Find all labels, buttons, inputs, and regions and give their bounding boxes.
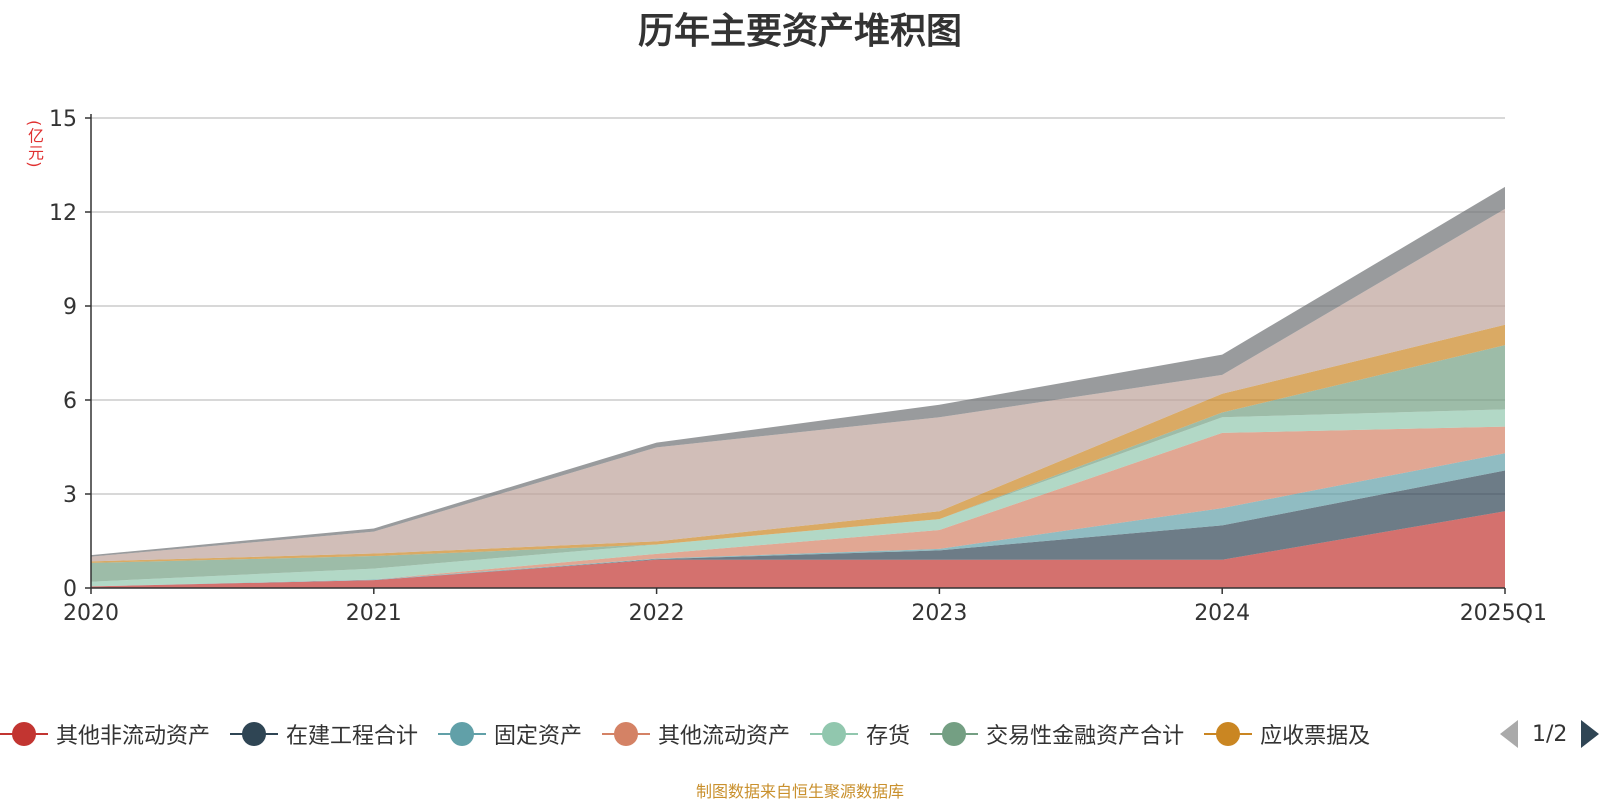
legend-item-5[interactable]: 交易性金融资产合计: [930, 718, 1184, 750]
legend-label: 其他流动资产: [658, 724, 791, 749]
area-series-0[interactable]: [91, 511, 1505, 588]
legend-marker-icon: [438, 722, 487, 746]
legend-label: 其他非流动资产: [56, 724, 211, 749]
legend-item-4[interactable]: 存货: [810, 718, 910, 750]
y-tick-label: 6: [63, 389, 77, 414]
area-series-3[interactable]: [91, 426, 1505, 587]
legend-marker-icon: [930, 722, 979, 746]
source-note: 制图数据来自恒生聚源数据库: [695, 782, 904, 801]
area-series-7[interactable]: [91, 208, 1505, 562]
legend-marker-icon: [810, 722, 859, 746]
x-tick-label: 2022: [629, 601, 685, 626]
chart-title: 历年主要资产堆积图: [637, 11, 962, 52]
x-tick-label: 2021: [346, 601, 402, 626]
legend-label: 在建工程合计: [286, 724, 419, 749]
legend-label: 应收票据及: [1260, 724, 1371, 749]
legend-next-page-button[interactable]: [1581, 720, 1600, 748]
area-series-1[interactable]: [91, 470, 1505, 587]
area-series-2[interactable]: [91, 453, 1505, 587]
legend-marker-icon: [230, 722, 279, 746]
legend-page-indicator: 1/2: [1532, 721, 1568, 747]
x-tick-label: 2023: [911, 601, 967, 626]
legend-label: 交易性金融资产合计: [986, 724, 1185, 749]
area-series-8[interactable]: [91, 186, 1505, 557]
area-series-4[interactable]: [91, 409, 1505, 587]
stacked-areas: [91, 186, 1505, 588]
axes: 0 3 6 9 12 15 2020 2021 2022 2023 2024 2025Q1: [49, 107, 1547, 626]
y-tick-label: 12: [49, 201, 77, 226]
legend-item-3[interactable]: 其他流动资产: [602, 718, 790, 750]
legend-item-1[interactable]: 在建工程合计: [230, 718, 418, 750]
legend-marker-icon: [0, 722, 48, 746]
legend-item-0[interactable]: 其他非流动资产: [0, 718, 210, 750]
legend-item-2[interactable]: 固定资产: [438, 718, 582, 750]
x-tick-label: 2025Q1: [1460, 601, 1547, 626]
legend-prev-page-button[interactable]: [1500, 720, 1518, 748]
x-tick-label: 2020: [63, 601, 119, 626]
y-axis-unit-label: (亿元): [25, 120, 44, 169]
legend-marker-icon: [1204, 722, 1253, 746]
legend-pager: 1/2: [1500, 720, 1600, 748]
legend-item-6[interactable]: 应收票据及: [1204, 718, 1370, 750]
y-tick-label: 3: [63, 483, 77, 508]
y-tick-label: 0: [63, 577, 77, 602]
x-tick-label: 2024: [1194, 601, 1250, 626]
legend-label: 固定资产: [494, 724, 583, 749]
legend-marker-icon: [602, 722, 651, 746]
legend-label: 存货: [866, 724, 911, 749]
y-tick-label: 9: [63, 295, 77, 320]
legend: 其他非流动资产 在建工程合计 固定资产 其他流动资产 存货 交易性金融资产合计 应收票据及: [0, 716, 1600, 752]
y-tick-label: 15: [49, 107, 77, 132]
